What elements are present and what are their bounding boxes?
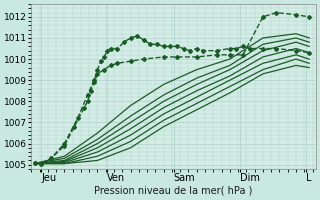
X-axis label: Pression niveau de la mer( hPa ): Pression niveau de la mer( hPa ) [94,186,253,196]
